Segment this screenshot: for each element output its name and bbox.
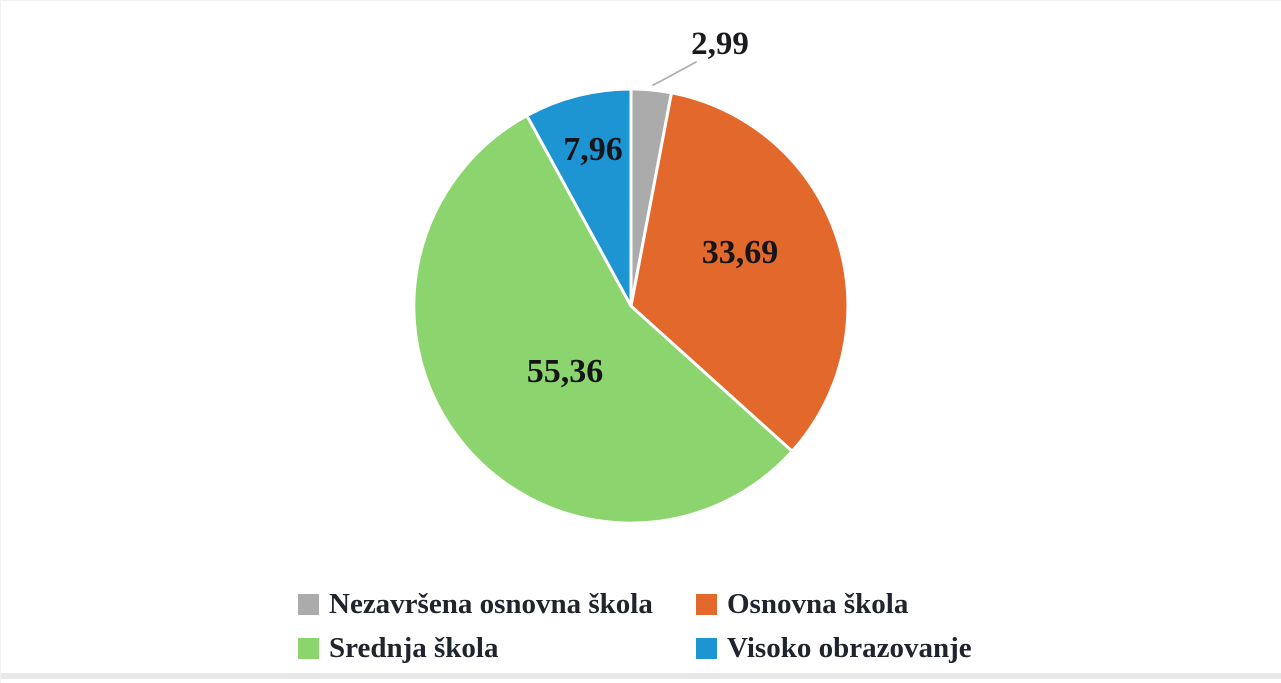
legend-swatch-visoko-obrazovanje: [696, 637, 717, 659]
legend: Nezavršena osnovna škola Osnovna škola Sre…: [298, 589, 972, 663]
slice-value-labels: 33,69 55,36 7,96: [527, 131, 779, 390]
value-label-osnovna-skola: 33,69: [702, 234, 779, 271]
value-label-srednja-skola: 55,36: [527, 353, 604, 390]
pie-slice-osnovna-skola: [629, 91, 850, 453]
pie-slice-visoko-obrazovanje: [525, 87, 633, 308]
legend-item-osnovna-skola: Osnovna škola: [696, 589, 972, 619]
legend-swatch-osnovna-skola: [696, 593, 717, 615]
legend-label-osnovna-skola: Osnovna škola: [727, 588, 909, 620]
legend-item-nezavrsena-osnovna-skola: Nezavršena osnovna škola: [298, 589, 696, 619]
legend-swatch-srednja-skola: [298, 637, 319, 659]
callout-leader-line: [652, 61, 697, 86]
legend-item-visoko-obrazovanje: Visoko obrazovanje: [696, 633, 972, 663]
legend-label-visoko-obrazovanje: Visoko obrazovanje: [727, 632, 972, 664]
legend-label-nezavrsena-osnovna-skola: Nezavršena osnovna škola: [329, 588, 653, 620]
value-label-visoko-obrazovanje: 7,96: [563, 131, 623, 168]
legend-swatch-nezavrsena-osnovna-skola: [298, 593, 319, 615]
bottom-border-strip: [1, 673, 1281, 679]
legend-item-srednja-skola: Srednja škola: [298, 633, 696, 663]
callout-value-label: 2,99: [691, 26, 749, 62]
pie-slices: [412, 87, 850, 525]
pie-slice-srednja-skola: [412, 114, 794, 525]
legend-label-srednja-skola: Srednja škola: [329, 632, 499, 664]
